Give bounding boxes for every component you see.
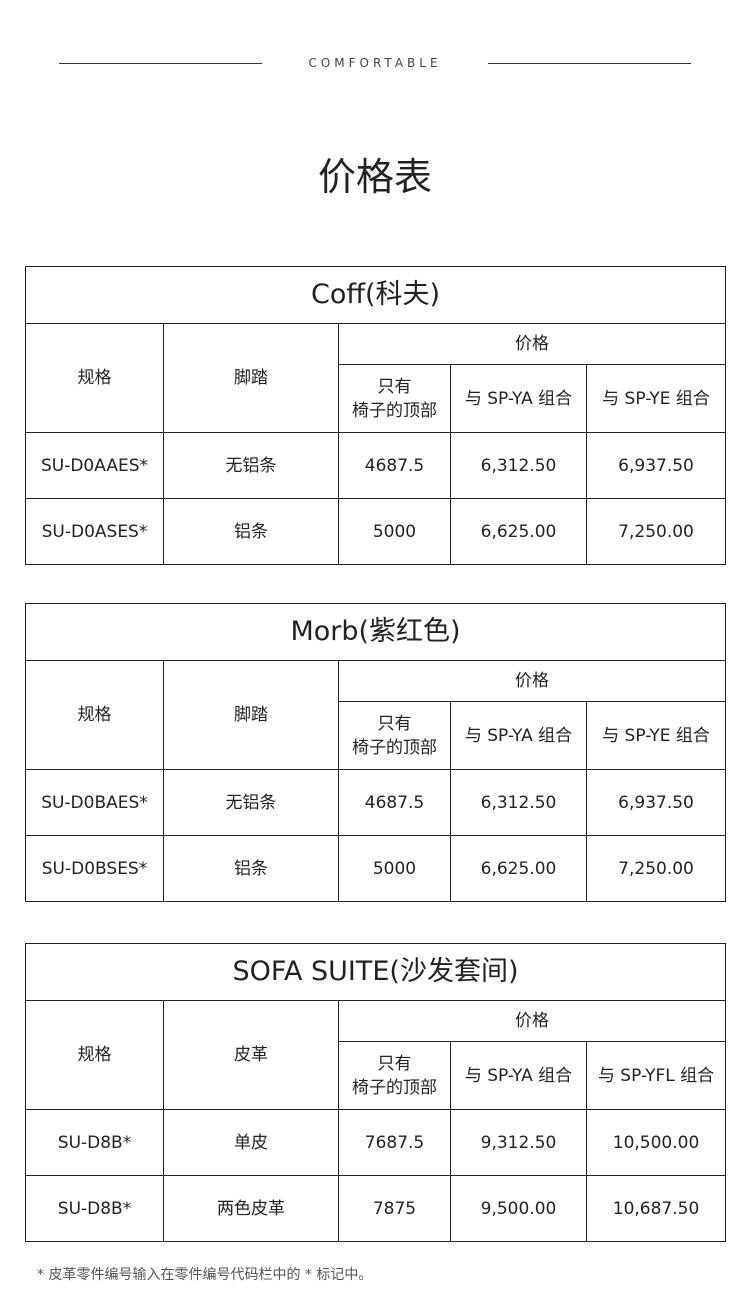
table-cell: 6,625.00 [450,498,587,565]
header-sub-price: 只有 椅子的顶部 [338,364,451,433]
table-cell: 7,250.00 [585,835,727,902]
table-title: Coff(科夫) [24,266,727,324]
table-cell: SU-D0BAES* [25,769,164,836]
table-row: SU-D0AAES* 无铝条 4687.5 6,312.50 6,937.50 [25,432,727,499]
header-price: 价格 [337,660,727,702]
header-price: 价格 [337,1000,727,1042]
header-sub-price: 只有 椅子的顶部 [338,701,451,770]
header-option: 脚踏 [163,660,339,770]
header-sub-price: 与 SP-YE 组合 [585,701,727,770]
table-cell: SU-D0AAES* [25,432,164,499]
price-table: Morb(紫红色) 规格 脚踏 价格 只有 椅子的顶部与 SP-YA 组合与 SP-… [24,603,727,902]
header-spec: 规格 [25,1000,164,1110]
header-sub-price: 与 SP-YFL 组合 [585,1041,727,1110]
header-sub-price: 只有 椅子的顶部 [338,1041,451,1110]
table-cell: 无铝条 [163,769,339,836]
table-cell: 单皮 [163,1109,339,1176]
table-cell: 7,250.00 [585,498,727,565]
table-cell: 9,500.00 [450,1175,587,1242]
table-cell: 10,500.00 [585,1109,727,1176]
header-spec: 规格 [25,660,164,770]
table-cell: 7687.5 [338,1109,451,1176]
header-option: 皮革 [163,1000,339,1110]
header-sub-price: 与 SP-YE 组合 [585,364,727,433]
table-row: SU-D0ASES* 铝条 5000 6,625.00 7,250.00 [25,498,727,565]
table-cell: 6,937.50 [585,432,727,499]
footnote: * 皮革零件编号输入在零件编号代码栏中的 * 标记中。 [37,1267,373,1283]
divider-left [59,63,262,64]
brand-label: COMFORTABLE [308,56,442,70]
table-cell: 铝条 [163,498,339,565]
price-table: Coff(科夫) 规格 脚踏 价格 只有 椅子的顶部与 SP-YA 组合与 SP-Y… [24,266,727,565]
table-row: SU-D8B* 两色皮革 7875 9,500.00 10,687.50 [25,1175,727,1242]
table-cell: SU-D0ASES* [25,498,164,565]
table-cell: 7875 [338,1175,451,1242]
table-row: SU-D8B* 单皮 7687.5 9,312.50 10,500.00 [25,1109,727,1176]
header-sub-price: 与 SP-YA 组合 [450,701,587,770]
table-cell: SU-D0BSES* [25,835,164,902]
table-cell: 4687.5 [338,769,451,836]
table-cell: 6,312.50 [450,769,587,836]
table-cell: 9,312.50 [450,1109,587,1176]
table-cell: 5000 [338,498,451,565]
header-sub-price: 与 SP-YA 组合 [450,1041,587,1110]
table-title: Morb(紫红色) [24,603,727,661]
page-title: 价格表 [317,155,432,199]
table-cell: 两色皮革 [163,1175,339,1242]
table-cell: 5000 [338,835,451,902]
table-cell: 6,937.50 [585,769,727,836]
header-option: 脚踏 [163,323,339,433]
header-spec: 规格 [25,323,164,433]
table-cell: 6,625.00 [450,835,587,902]
table-cell: SU-D8B* [25,1175,164,1242]
table-cell: 6,312.50 [450,432,587,499]
table-cell: 10,687.50 [585,1175,727,1242]
header-sub-price: 与 SP-YA 组合 [450,364,587,433]
divider-right [488,63,691,64]
table-cell: 铝条 [163,835,339,902]
table-cell: 无铝条 [163,432,339,499]
price-table: SOFA SUITE(沙发套间) 规格 皮革 价格 只有 椅子的顶部与 SP-YA … [24,943,727,1242]
table-row: SU-D0BAES* 无铝条 4687.5 6,312.50 6,937.50 [25,769,727,836]
table-row: SU-D0BSES* 铝条 5000 6,625.00 7,250.00 [25,835,727,902]
table-title: SOFA SUITE(沙发套间) [24,943,727,1001]
header-price: 价格 [337,323,727,365]
table-cell: SU-D8B* [25,1109,164,1176]
table-cell: 4687.5 [338,432,451,499]
